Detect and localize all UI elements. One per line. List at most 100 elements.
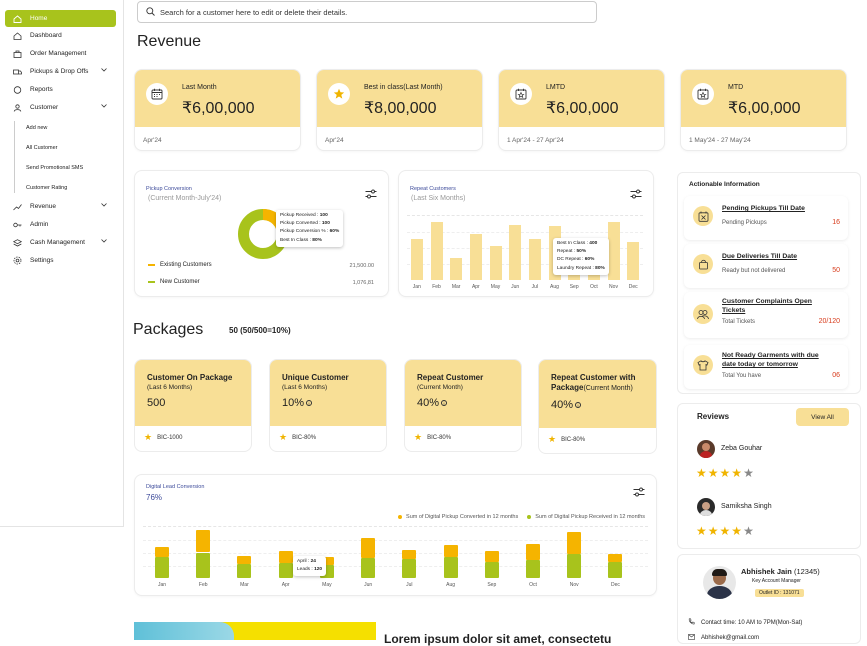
account-manager-panel [677,554,861,644]
submenu-all-customer[interactable]: All Customer [26,145,58,151]
chart-bar-received[interactable] [608,553,623,562]
x-tick-label: Mar [451,284,461,290]
chart-bar-converted[interactable] [155,556,169,578]
grid-line [143,566,648,567]
submenu-customer-rating[interactable]: Customer Rating [26,185,68,191]
x-tick-label: Jun [364,582,373,588]
sidebar: Home Dashboard Order Management Pickups … [0,0,124,527]
chart-bar[interactable] [430,222,443,280]
chart-bar-received[interactable] [443,545,458,557]
sidebar-item-cash-management[interactable]: Cash Management [5,234,116,251]
chart-bar-converted[interactable] [237,563,252,578]
chart-bar-converted[interactable] [567,553,582,578]
sidebar-item-revenue[interactable]: Revenue [5,198,116,215]
chart-bar-received[interactable] [155,547,169,557]
action-item-title: Customer Complaints Open Tickets [722,298,812,314]
action-item-not-ready-garments[interactable]: Not Ready Garments with due date today o… [684,345,848,389]
chart-bar-received[interactable] [278,551,293,563]
contact-email[interactable]: Abhishek@gmail.com [688,634,759,642]
sidebar-item-dashboard[interactable]: Dashboard [5,27,116,44]
outlet-badge: Outlet ID : 131071 [755,589,804,597]
view-all-button[interactable]: View All [796,408,849,426]
action-item-pending-pickups[interactable]: Pending Pickups Till Date Pending Pickup… [684,196,848,240]
avatar [703,566,736,599]
x-tick-label: Jul [531,284,539,290]
x-tick-label: Dec [611,582,620,588]
action-item-due-deliveries[interactable]: Due Deliveries Till Date Ready but not d… [684,244,848,288]
revenue-card-mtd[interactable]: MTD ₹6,00,000 1 May'24 - 27 May'24 [680,69,847,151]
phone-icon [688,618,695,627]
chart-bar-received[interactable] [526,544,541,560]
chart-bar-received[interactable] [402,550,417,559]
package-card-repeat-with-package[interactable]: Repeat Customer with Package(Current Mon… [538,359,657,454]
chart-bar-received[interactable] [319,557,334,565]
digital-lead-bar-chart: Jan Feb Mar Apr May Jun Jul Aug Sep Oct Nov Dec [143,526,648,588]
package-card-value: 40% [417,397,440,409]
filter-icon[interactable] [365,189,377,199]
action-item-title: Due Deliveries Till Date [722,253,798,260]
sidebar-item-order-management[interactable]: Order Management [5,45,116,62]
key-icon [12,220,22,230]
chart-bar-received[interactable] [196,530,211,553]
digital-lead-legend: Sum of Digital Pickup Converted in 12 mo… [398,514,645,520]
chart-bar[interactable] [509,225,522,280]
package-card-customer-on-package[interactable]: Customer On Package (Last 6 Months) 500 … [134,359,252,452]
info-icon[interactable]: i [575,402,582,408]
chart-bar-received[interactable] [567,532,582,554]
chart-bar[interactable] [410,238,423,280]
star-icon: ★ [414,432,423,442]
sidebar-item-settings[interactable]: Settings [5,252,116,269]
sidebar-item-customer[interactable]: Customer [5,99,116,116]
revenue-card-value: ₹6,00,000 [546,100,619,117]
revenue-card-period: 1 Apr'24 - 27 Apr'24 [507,137,564,144]
legend-existing-customers: Existing Customers [148,262,212,268]
action-item-sub: Pending Pickups [722,220,767,226]
package-card-value: 40% [551,399,574,411]
revenue-card-last-month[interactable]: Last Month ₹6,00,000 Apr'24 [134,69,301,151]
revenue-card-lmtd[interactable]: LMTD ₹6,00,000 1 Apr'24 - 27 Apr'24 [498,69,665,151]
chart-bar[interactable] [489,246,502,280]
chart-bar-converted[interactable] [402,558,417,578]
chart-bar-received[interactable] [361,538,376,558]
x-tick-label: May [322,582,332,588]
revenue-card-best-in-class[interactable]: Best in class(Last Month) ₹8,00,000 Apr'… [316,69,483,151]
x-tick-label: Oct [589,284,598,290]
chart-bar-received[interactable] [237,556,252,564]
chart-bar[interactable] [450,258,463,280]
sidebar-item-reports[interactable]: Reports [5,81,116,98]
revenue-card-value: ₹6,00,000 [182,100,255,117]
sidebar-item-label: Reports [30,86,53,93]
promo-banner-image [134,622,376,640]
package-card-repeat-customer[interactable]: Repeat Customer (Current Month) 40% i ★ BI… [404,359,522,452]
chart-bar-converted[interactable] [608,561,623,578]
chart-bar-converted[interactable] [484,561,499,578]
package-card-unique-customer[interactable]: Unique Customer (Last 6 Months) 10% i ★ BI… [269,359,387,452]
submenu-add-new[interactable]: Add new [26,125,48,131]
chart-bar-converted[interactable] [526,559,541,578]
pickup-tooltip: Pickup Received : 100 Pickup Converted :… [276,210,344,247]
filter-icon[interactable] [630,189,642,199]
chart-bar-converted[interactable] [443,556,458,578]
chart-bar[interactable] [528,239,541,280]
star-icon: ★ [144,432,153,442]
chart-bar-converted[interactable] [196,552,211,578]
filter-icon[interactable] [633,487,645,497]
x-tick-label: Feb [198,582,208,588]
action-item-complaints[interactable]: Customer Complaints Open Tickets Total T… [684,292,848,338]
submenu-send-sms[interactable]: Send Promotional SMS [26,165,84,171]
chart-bar[interactable] [469,234,482,280]
sidebar-item-home[interactable]: Home [5,10,116,27]
chart-bar[interactable] [627,242,640,280]
manager-name-line: Abhishek Jain (12345) [741,567,820,576]
chart-bar-converted[interactable] [361,557,376,578]
search-input[interactable]: Search for a customer here to edit or de… [137,1,597,23]
info-icon[interactable]: i [306,400,313,406]
chart-bar-received[interactable] [484,551,499,562]
chart-bar-converted[interactable] [278,562,293,578]
x-tick-label: Jun [511,284,520,290]
chart-bar[interactable] [607,222,620,280]
digital-lead-tooltip: April : 24 Leads : 120 [293,556,327,577]
sidebar-item-admin[interactable]: Admin [5,216,116,233]
sidebar-item-pickups[interactable]: Pickups & Drop Offs [5,63,116,80]
info-icon[interactable]: i [441,400,448,406]
